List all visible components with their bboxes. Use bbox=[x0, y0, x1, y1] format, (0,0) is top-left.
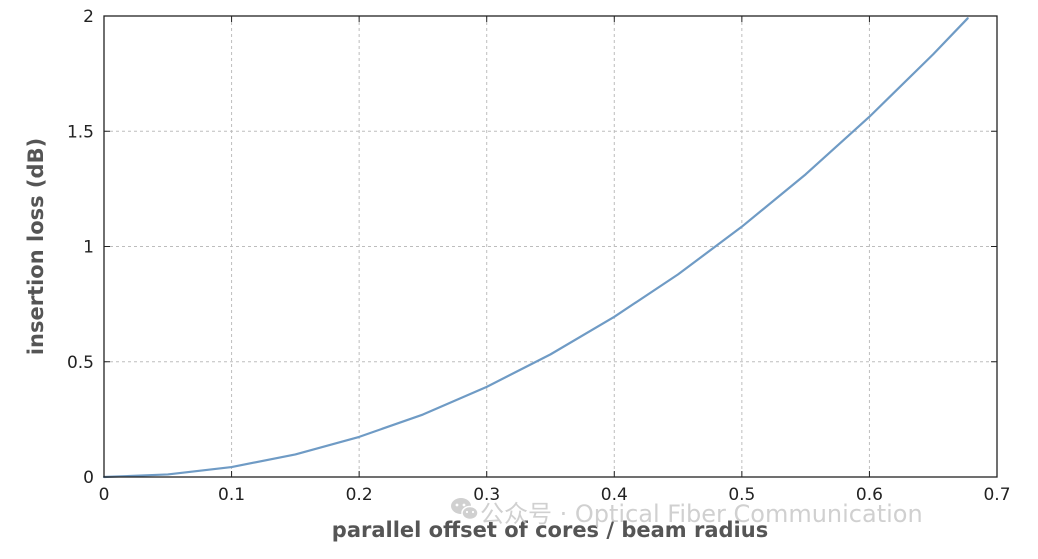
label-layer: 0 0.1 0.2 0.3 0.4 0.5 0.6 0.7 0 0.5 1 1.5 2 parallel … bbox=[24, 7, 1011, 542]
y-tick-label: 0.5 bbox=[67, 353, 94, 373]
y-tick-label: 1.5 bbox=[67, 122, 94, 142]
watermark-text: 公众号 · Optical Fiber Communication bbox=[480, 500, 923, 528]
x-tick-label: 0.6 bbox=[856, 485, 883, 505]
x-tick-label: 0.3 bbox=[473, 485, 500, 505]
watermark: 公众号 · Optical Fiber Communication bbox=[451, 498, 923, 528]
x-tick-label: 0.7 bbox=[983, 485, 1010, 505]
x-axis-title: parallel offset of cores / beam radius bbox=[332, 518, 768, 542]
wechat-icon bbox=[451, 498, 479, 521]
y-tick-label: 1 bbox=[83, 238, 94, 258]
x-tick-label: 0.1 bbox=[218, 485, 245, 505]
y-axis-title: insertion loss (dB) bbox=[24, 138, 48, 355]
y-tick-label: 2 bbox=[83, 7, 94, 27]
x-tick-label: 0 bbox=[99, 485, 110, 505]
x-tick-label: 0.2 bbox=[346, 485, 373, 505]
y-tick-label: 0 bbox=[83, 468, 94, 488]
x-tick-label: 0.4 bbox=[601, 485, 628, 505]
x-tick-label: 0.5 bbox=[728, 485, 755, 505]
gridlines bbox=[104, 16, 997, 477]
series-line bbox=[102, 17, 969, 479]
tick-layer bbox=[103, 15, 998, 478]
series-layer bbox=[102, 17, 969, 479]
